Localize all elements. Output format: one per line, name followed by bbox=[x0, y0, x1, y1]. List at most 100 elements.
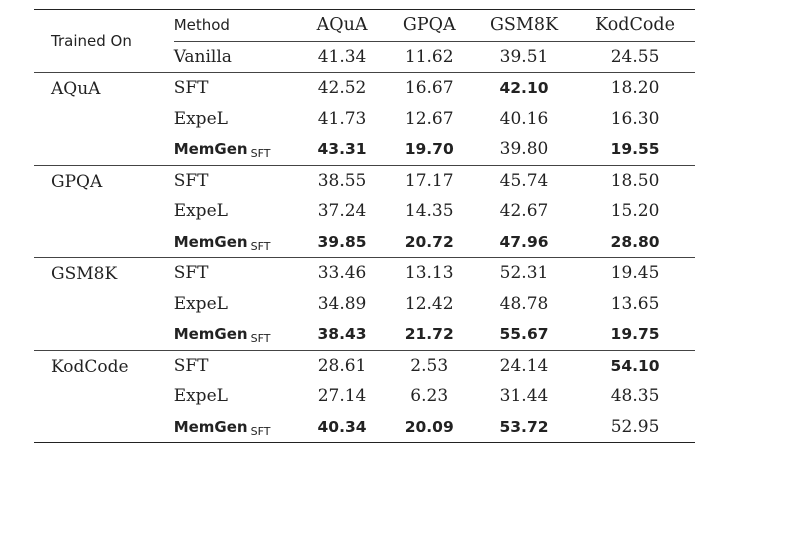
value-cell: 13.13 bbox=[385, 257, 473, 289]
value-cell: 53.72 bbox=[499, 417, 549, 436]
method-subscript: SFT bbox=[250, 239, 271, 253]
method-label: MemGen bbox=[173, 232, 248, 251]
value-cell: 40.34 bbox=[317, 417, 367, 436]
table-row-vanilla: Vanilla 41.34 11.62 39.51 24.55 bbox=[34, 40, 695, 73]
value-cell: 14.35 bbox=[404, 201, 454, 222]
value-cell: 48.35 bbox=[610, 386, 660, 407]
value-cell: 15.20 bbox=[610, 201, 660, 222]
value-cell: 39.51 bbox=[472, 40, 576, 73]
value-cell: 47.96 bbox=[499, 232, 549, 251]
table-row: GPQA SFT 38.55 17.17 45.74 18.50 bbox=[34, 164, 695, 258]
table-row: MemGen SFT 40.34 20.09 53.72 52.95 bbox=[34, 412, 695, 443]
value-cell: 16.30 bbox=[610, 108, 660, 129]
value-cell: 19.75 bbox=[610, 325, 660, 344]
method-subscript: SFT bbox=[250, 424, 271, 438]
value-cell: 37.24 bbox=[317, 201, 367, 222]
table-row: ExpeL 34.89 12.42 48.78 13.65 bbox=[34, 289, 695, 320]
trained-on-cell: GSM8K bbox=[34, 257, 174, 350]
table-row: AQuA SFT 42.52 16.67 42.10 18.20 bbox=[34, 72, 695, 165]
value-cell: 16.67 bbox=[385, 72, 473, 104]
header-method: Method bbox=[173, 16, 230, 35]
method-label: SFT bbox=[173, 263, 209, 284]
value-cell: 38.43 bbox=[317, 325, 367, 344]
method-label: SFT bbox=[173, 355, 209, 376]
method-cell: MemGen SFT bbox=[174, 227, 299, 258]
header-dataset-kodcode: KodCode bbox=[595, 15, 675, 36]
method-label: ExpeL bbox=[173, 386, 228, 407]
value-cell: 24.55 bbox=[575, 40, 695, 73]
value-cell: 38.55 bbox=[298, 164, 386, 196]
value-cell: 54.10 bbox=[575, 349, 695, 381]
method-label: ExpeL bbox=[173, 108, 228, 129]
method-label: SFT bbox=[173, 78, 209, 99]
value-cell: 19.70 bbox=[404, 140, 454, 159]
value-cell: 52.95 bbox=[610, 416, 660, 437]
header-trained-on: Trained On bbox=[51, 32, 132, 50]
method-cell: SFT bbox=[173, 72, 299, 104]
header-dataset-gsm8k: GSM8K bbox=[489, 15, 559, 36]
table-header-row: Trained On Method AQuA GPQA GSM8K KodCod… bbox=[34, 10, 695, 50]
value-cell: 27.14 bbox=[317, 386, 367, 407]
trained-on-cell: AQuA bbox=[34, 72, 174, 165]
value-cell: 42.10 bbox=[472, 72, 576, 104]
value-cell: 24.14 bbox=[472, 349, 576, 381]
value-cell: 12.67 bbox=[404, 108, 454, 129]
value-cell: 13.65 bbox=[610, 293, 660, 314]
method-cell: ExpeL bbox=[174, 381, 299, 412]
value-cell: 17.17 bbox=[385, 164, 473, 196]
value-cell: 52.31 bbox=[472, 257, 576, 289]
value-cell: 34.89 bbox=[317, 293, 367, 314]
value-cell: 33.46 bbox=[298, 257, 386, 289]
method-label: MemGen bbox=[173, 417, 248, 436]
method-cell: SFT bbox=[173, 257, 299, 289]
value-cell: 39.85 bbox=[317, 232, 367, 251]
table-row: GSM8K SFT 33.46 13.13 52.31 19.45 bbox=[34, 257, 695, 350]
method-cell: SFT bbox=[173, 164, 299, 196]
value-cell: 18.50 bbox=[575, 164, 695, 196]
value-cell: 41.73 bbox=[317, 108, 367, 129]
value-cell: 55.67 bbox=[499, 325, 549, 344]
header-dataset-aqua: AQuA bbox=[316, 15, 368, 36]
results-table: Trained On Method AQuA GPQA GSM8K KodCod… bbox=[34, 9, 695, 443]
value-cell: 2.53 bbox=[385, 349, 473, 381]
method-label: ExpeL bbox=[173, 293, 228, 314]
value-cell: 19.45 bbox=[575, 257, 695, 289]
value-cell: 12.42 bbox=[404, 293, 454, 314]
value-cell: 28.61 bbox=[298, 349, 386, 381]
table-row: MemGen SFT 43.31 19.70 39.80 19.55 bbox=[34, 134, 695, 165]
table-row: MemGen SFT 38.43 21.72 55.67 19.75 bbox=[34, 319, 695, 350]
value-cell: 19.55 bbox=[610, 140, 660, 159]
value-cell: 42.67 bbox=[499, 201, 549, 222]
table-row: ExpeL 37.24 14.35 42.67 15.20 bbox=[34, 196, 695, 227]
value-cell: 20.09 bbox=[404, 417, 454, 436]
value-cell: 39.80 bbox=[499, 139, 549, 160]
trained-on-cell: GPQA bbox=[34, 164, 174, 258]
value-cell: 45.74 bbox=[472, 164, 576, 196]
value-cell: 48.78 bbox=[499, 293, 549, 314]
method-cell: Vanilla bbox=[173, 40, 299, 73]
method-cell: MemGen SFT bbox=[174, 412, 299, 443]
value-cell: 6.23 bbox=[410, 386, 449, 407]
value-cell: 40.16 bbox=[499, 108, 549, 129]
table-row: KodCode SFT 28.61 2.53 24.14 54.10 bbox=[34, 349, 695, 443]
method-label: MemGen bbox=[173, 140, 248, 159]
method-cell: MemGen SFT bbox=[174, 134, 299, 165]
value-cell: 43.31 bbox=[317, 140, 367, 159]
method-subscript: SFT bbox=[250, 332, 271, 346]
method-cell: ExpeL bbox=[174, 289, 299, 320]
method-cell: SFT bbox=[173, 349, 299, 381]
header-dataset-gpqa: GPQA bbox=[402, 15, 456, 36]
method-cell: ExpeL bbox=[174, 196, 299, 227]
method-label: SFT bbox=[173, 170, 209, 191]
table-body: AQuA SFT 42.52 16.67 42.10 18.20 ExpeL 41.73 12.… bbox=[34, 72, 695, 443]
method-cell: ExpeL bbox=[174, 104, 299, 135]
method-subscript: SFT bbox=[250, 147, 271, 161]
value-cell: 31.44 bbox=[499, 386, 549, 407]
value-cell: 28.80 bbox=[610, 232, 660, 251]
value-cell: 20.72 bbox=[404, 232, 454, 251]
table-row: MemGen SFT 39.85 20.72 47.96 28.80 bbox=[34, 227, 695, 258]
value-cell: 21.72 bbox=[404, 325, 454, 344]
value-cell: 42.52 bbox=[298, 72, 386, 104]
value-cell: 11.62 bbox=[385, 40, 473, 73]
table-row: ExpeL 41.73 12.67 40.16 16.30 bbox=[34, 104, 695, 135]
